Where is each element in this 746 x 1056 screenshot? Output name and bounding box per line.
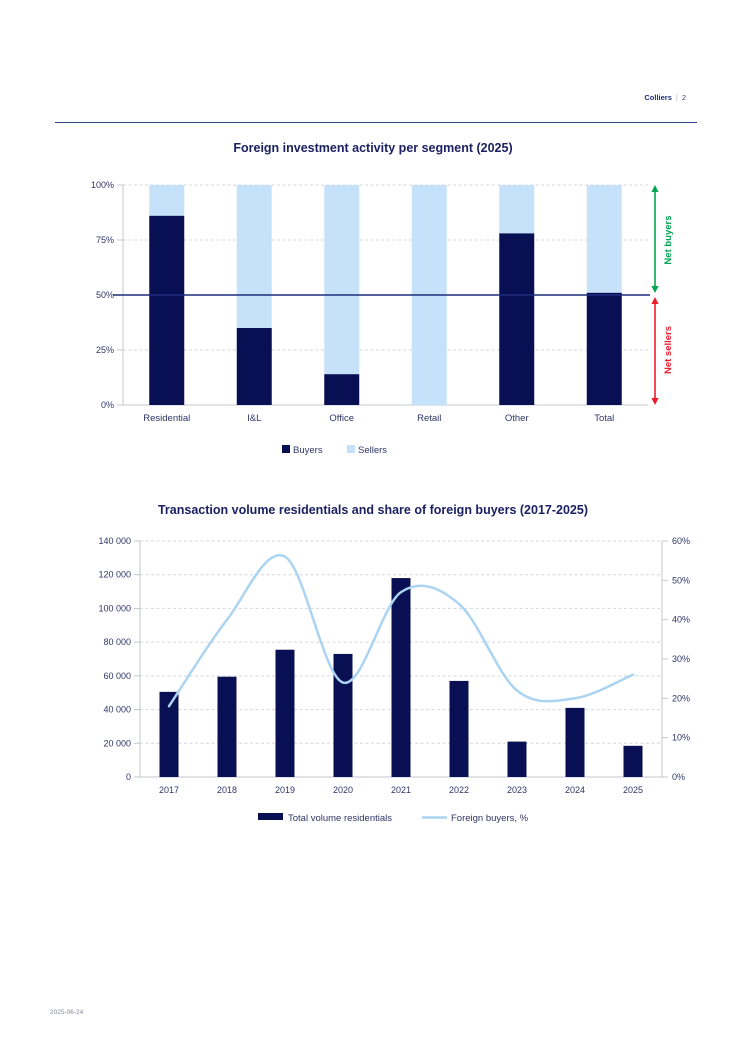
- net-buyers-label: Net buyers: [663, 215, 674, 264]
- legend-label-volume: Total volume residentials: [288, 813, 392, 824]
- y-axis-tick-label: 25%: [96, 345, 114, 355]
- bar-sellers-i&l: [236, 185, 272, 328]
- net-sellers-label: Net sellers: [663, 326, 674, 374]
- chart1-title: Foreign investment activity per segment …: [233, 141, 513, 155]
- legend-label-sellers: Sellers: [358, 445, 387, 456]
- bar-sellers-residential: [149, 185, 185, 216]
- left-axis-tick-label: 120 000: [98, 570, 131, 580]
- x-axis-category-label: Office: [329, 413, 354, 424]
- x-axis-year-label: 2017: [159, 785, 179, 795]
- bar-volume-2019: [275, 649, 295, 777]
- brand-name: Colliers: [644, 93, 672, 102]
- x-axis-year-label: 2019: [275, 785, 295, 795]
- bar-volume-2024: [565, 707, 585, 777]
- header-separator: |: [675, 93, 678, 102]
- right-axis-tick-label: 0%: [672, 772, 685, 782]
- bar-volume-2020: [333, 653, 353, 777]
- legend-label-foreign-buyers: Foreign buyers, %: [451, 813, 529, 824]
- legend-swatch-volume: [258, 813, 283, 820]
- page-header: Colliers | 2: [644, 93, 686, 102]
- header-rule: [55, 122, 697, 124]
- y-axis-tick-label: 0%: [101, 400, 114, 410]
- y-axis-tick-label: 100%: [91, 180, 114, 190]
- bar-volume-2025: [623, 745, 643, 777]
- left-axis-tick-label: 20 000: [103, 738, 131, 748]
- x-axis-category-label: I&L: [247, 413, 261, 424]
- x-axis-year-label: 2022: [449, 785, 469, 795]
- y-axis-tick-label: 50%: [96, 290, 114, 300]
- legend-swatch-buyers: [282, 445, 290, 453]
- bar-volume-2018: [217, 676, 237, 777]
- right-axis-tick-label: 10%: [672, 733, 690, 743]
- bar-volume-2023: [507, 741, 527, 777]
- bar-buyers-other: [499, 233, 535, 405]
- left-axis-tick-label: 40 000: [103, 705, 131, 715]
- bar-buyers-office: [324, 374, 360, 405]
- bar-volume-2021: [391, 578, 411, 777]
- net-buyers-arrow-head-bottom: [651, 286, 659, 293]
- bar-sellers-total: [586, 185, 622, 293]
- footer-date: 2025-06-24: [50, 1009, 84, 1016]
- right-axis-tick-label: 20%: [672, 693, 690, 703]
- chart2-title: Transaction volume residentials and shar…: [157, 503, 588, 517]
- x-axis-category-label: Residential: [143, 413, 190, 424]
- bar-sellers-office: [324, 185, 360, 375]
- foreign-buyers-line: [167, 554, 635, 708]
- x-axis-category-label: Retail: [417, 413, 441, 424]
- bar-buyers-residential: [149, 215, 185, 405]
- legend-swatch-sellers: [347, 445, 355, 453]
- bar-volume-2022: [449, 680, 469, 777]
- net-buyers-arrow-head-top: [651, 185, 659, 192]
- left-axis-tick-label: 80 000: [103, 637, 131, 647]
- left-axis-tick-label: 100 000: [98, 603, 131, 613]
- page-number: 2: [681, 93, 686, 102]
- right-axis-tick-label: 40%: [672, 615, 690, 625]
- y-axis-tick-label: 75%: [96, 235, 114, 245]
- left-axis-tick-label: 60 000: [103, 671, 131, 681]
- bar-buyers-i&l: [236, 328, 272, 405]
- right-axis-tick-label: 30%: [672, 654, 690, 664]
- legend-label-buyers: Buyers: [293, 445, 323, 456]
- net-sellers-arrow-head-top: [651, 297, 659, 304]
- bar-buyers-total: [586, 292, 622, 405]
- net-sellers-arrow-head-bottom: [651, 398, 659, 405]
- bar-volume-2017: [159, 691, 179, 777]
- x-axis-year-label: 2018: [217, 785, 237, 795]
- right-axis-tick-label: 60%: [672, 536, 690, 546]
- left-axis-tick-label: 0: [126, 772, 131, 782]
- x-axis-category-label: Other: [505, 413, 529, 424]
- chart2-combo-chart: 0 20 000 40 000 60 000 80 000 100 000 120 000 1…: [98, 536, 690, 824]
- bar-sellers-other: [499, 185, 535, 234]
- x-axis-category-label: Total: [594, 413, 614, 424]
- x-axis-year-label: 2021: [391, 785, 411, 795]
- x-axis-year-label: 2025: [623, 785, 643, 795]
- x-axis-year-label: 2020: [333, 785, 353, 795]
- x-axis-year-label: 2023: [507, 785, 527, 795]
- x-axis-year-label: 2024: [565, 785, 585, 795]
- right-axis-tick-label: 50%: [672, 575, 690, 585]
- chart1-stacked-bar-chart: 0% 25% 50% 75% 100% Residential I&L Office Retai…: [91, 180, 674, 456]
- left-axis-tick-label: 140 000: [98, 536, 131, 546]
